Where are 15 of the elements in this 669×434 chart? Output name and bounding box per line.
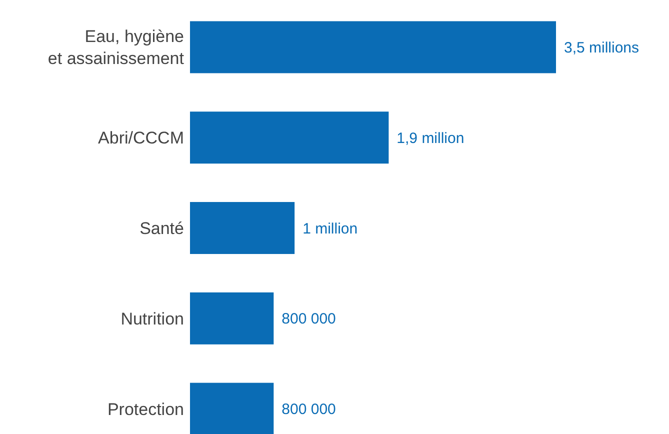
- data-label: 1,9 million: [396, 130, 464, 147]
- y-tick-label: Protection: [107, 400, 184, 419]
- data-label: 800 000: [282, 401, 336, 418]
- bar: [190, 382, 274, 434]
- data-label: 1 million: [302, 220, 358, 238]
- bar: [190, 292, 274, 344]
- bar: [190, 202, 295, 254]
- y-tick-label: Abri/CCCM: [98, 128, 184, 148]
- y-tick-label: Nutrition: [120, 309, 184, 328]
- bar: [190, 21, 556, 74]
- data-label: 800 000: [282, 310, 336, 328]
- y-tick-label: Santé: [140, 218, 184, 238]
- y-tick-label: Eau, hygiène et assainissement: [48, 27, 184, 68]
- bar: [190, 112, 389, 164]
- data-label: 3,5 millions: [564, 39, 640, 56]
